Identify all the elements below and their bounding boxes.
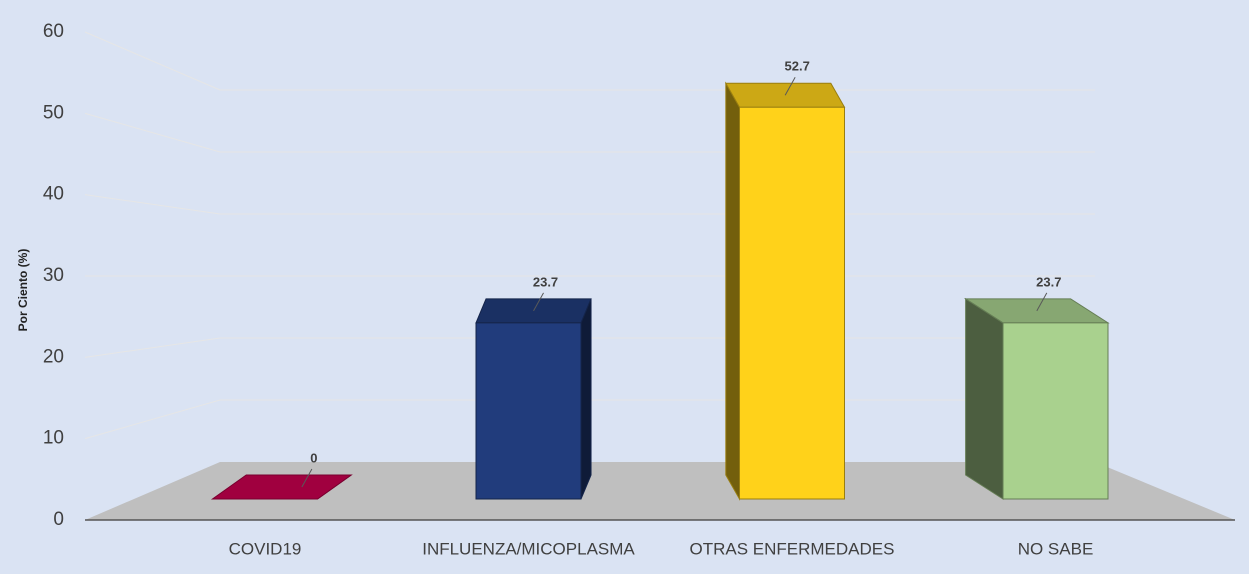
x-tick-label: OTRAS ENFERMEDADES (690, 539, 895, 558)
y-tick-label: 50 (43, 102, 64, 123)
value-label: 52.7 (785, 59, 810, 74)
value-label: 0 (310, 450, 317, 465)
bar (724, 81, 846, 501)
bar-side (580, 298, 592, 500)
leader-line (533, 292, 544, 312)
floor (85, 462, 1235, 520)
bar-front (739, 106, 845, 500)
leader-line (1036, 292, 1048, 312)
x-tick-label: INFLUENZA/MICOPLASMA (422, 539, 635, 558)
leader-line (784, 77, 796, 96)
bar-top (210, 474, 353, 500)
y-tick-label: 60 (43, 21, 64, 42)
leader-line (301, 468, 313, 488)
x-tick-label: NO SABE (1018, 539, 1094, 558)
bar (475, 298, 592, 500)
y-tick-label: 30 (43, 265, 64, 286)
bar (210, 474, 353, 500)
bar-top (475, 298, 592, 324)
bar-front (475, 322, 582, 500)
bar (963, 297, 1110, 500)
x-tick-label: COVID19 (229, 539, 302, 558)
bar-side (965, 297, 1004, 500)
value-label: 23.7 (533, 274, 558, 289)
bar-side (725, 81, 740, 501)
y-tick-label: 0 (53, 509, 64, 530)
value-label: 23.7 (1036, 274, 1061, 289)
y-axis-label: Por Ciento (%) (16, 249, 30, 332)
y-tick-label: 10 (43, 428, 64, 449)
bar-front (1002, 322, 1109, 500)
y-tick-label: 20 (43, 346, 64, 367)
y-tick-label: 40 (43, 184, 64, 205)
